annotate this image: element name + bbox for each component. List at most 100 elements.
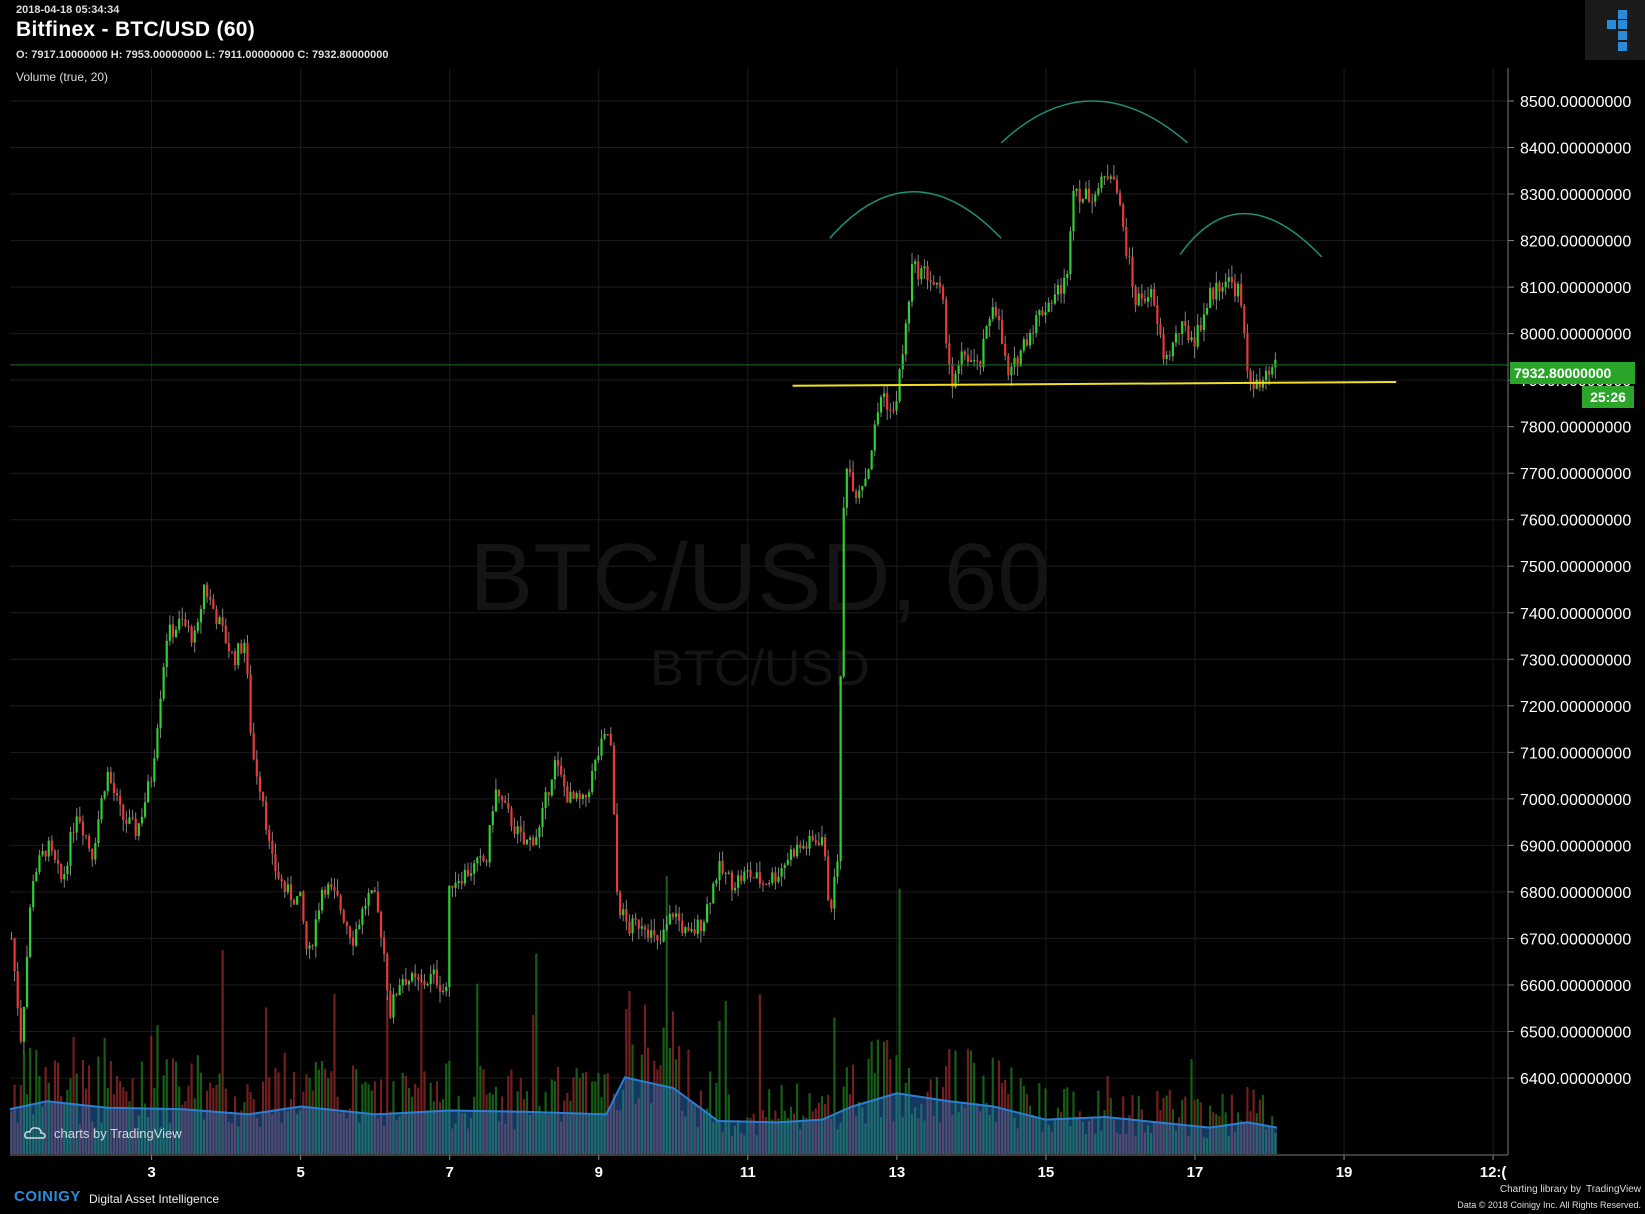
volume-bar xyxy=(22,1051,25,1154)
volume-bar xyxy=(1106,1076,1109,1154)
candle-body xyxy=(882,393,886,397)
candle-body xyxy=(668,913,671,925)
candle-body xyxy=(541,808,544,828)
volume-bar xyxy=(951,1114,954,1154)
candle-body xyxy=(29,907,32,957)
volume-bar xyxy=(715,1083,718,1154)
volume-bar xyxy=(271,1114,274,1154)
candle-body xyxy=(954,373,957,388)
volume-bar xyxy=(721,1132,724,1154)
candle-body xyxy=(327,884,330,895)
candle-body xyxy=(988,319,991,327)
volume-bar xyxy=(932,1115,935,1154)
volume-bar xyxy=(252,1099,255,1154)
volume-bar xyxy=(420,974,423,1154)
volume-indicator-label[interactable]: Volume (true, 20) xyxy=(16,70,109,84)
watermark-main: BTC/USD, 60 xyxy=(469,524,1050,631)
candle-body xyxy=(752,877,755,879)
candle-body xyxy=(395,994,398,996)
candle-body xyxy=(181,618,184,620)
volume-bar xyxy=(690,1103,693,1154)
volume-bar xyxy=(1094,1133,1097,1154)
volume-bar xyxy=(1243,1121,1246,1154)
volume-bar xyxy=(914,1107,917,1154)
candle-body xyxy=(886,393,889,410)
volume-bar xyxy=(386,995,389,1154)
volume-bar xyxy=(702,1109,706,1154)
tradingview-badge[interactable]: charts by TradingView xyxy=(24,1126,182,1141)
volume-bar xyxy=(1118,1134,1122,1154)
volume-bar xyxy=(1268,1126,1271,1154)
candle-body xyxy=(404,979,407,985)
candle-body xyxy=(771,872,774,884)
volume-bar xyxy=(1190,1059,1193,1154)
volume-bar xyxy=(830,1118,833,1154)
candle-body xyxy=(805,846,808,849)
volume-bar xyxy=(333,993,336,1154)
candle-body xyxy=(628,921,631,934)
candle-body xyxy=(733,887,737,891)
volume-bar xyxy=(1240,1120,1243,1154)
volume-bar xyxy=(196,1055,199,1154)
candle-body xyxy=(246,642,249,675)
candle-body xyxy=(926,266,929,281)
volume-bar xyxy=(311,1090,314,1154)
candle-body xyxy=(764,883,768,885)
volume-bar xyxy=(233,1096,237,1154)
volume-bar xyxy=(457,1095,460,1154)
volume-bar xyxy=(202,1119,206,1154)
volume-bar xyxy=(749,1118,752,1154)
coinigy-logo-icon[interactable] xyxy=(1585,0,1645,60)
volume-bar xyxy=(1028,1105,1032,1154)
candle-body xyxy=(702,922,706,932)
volume-bar xyxy=(771,1119,774,1154)
candle-body xyxy=(196,622,199,631)
candle-body xyxy=(976,360,979,362)
volume-bar xyxy=(845,1067,848,1154)
chart-title: Bitfinex - BTC/USD (60) xyxy=(16,18,256,41)
candle-body xyxy=(1016,357,1019,367)
candle-body xyxy=(423,980,426,985)
candle-body xyxy=(1059,285,1063,294)
volume-bar xyxy=(44,1066,47,1154)
candle-body xyxy=(466,869,470,876)
coinigy-brand[interactable]: COINIGY xyxy=(14,1188,81,1205)
candle-body xyxy=(684,927,687,934)
volume-bar xyxy=(466,1128,470,1154)
volume-bar xyxy=(1236,1112,1240,1154)
candle-body xyxy=(1019,350,1022,367)
tradingview-credit[interactable]: TradingView xyxy=(1586,1184,1641,1195)
candle-body xyxy=(659,940,662,942)
volume-bar xyxy=(836,1129,839,1154)
y-tick-label: 8300.00000000 xyxy=(1520,187,1631,204)
volume-bar xyxy=(575,1068,578,1154)
candle-body xyxy=(1196,324,1199,347)
candle-body xyxy=(308,945,311,949)
volume-bar xyxy=(612,1093,616,1154)
candle-body xyxy=(497,789,501,797)
candle-body xyxy=(109,771,112,783)
candle-body xyxy=(656,934,659,941)
volume-bar xyxy=(969,1050,973,1154)
volume-bar xyxy=(1227,1135,1230,1154)
candle-body xyxy=(383,937,386,954)
candle-body xyxy=(435,969,439,986)
candle-body xyxy=(1106,176,1109,179)
volume-bar xyxy=(112,1094,116,1154)
y-tick-label: 8100.00000000 xyxy=(1520,280,1631,297)
candle-body xyxy=(705,904,709,923)
volume-bar xyxy=(469,1117,473,1154)
candle-body xyxy=(948,343,951,365)
candle-body xyxy=(1171,342,1174,357)
volume-bar xyxy=(935,1077,938,1154)
candle-body xyxy=(1075,188,1078,191)
volume-bar xyxy=(634,1104,637,1154)
candle-body xyxy=(1025,339,1029,346)
volume-bar xyxy=(541,1114,544,1154)
candle-body xyxy=(920,268,923,280)
candle-body xyxy=(63,874,66,880)
candle-body xyxy=(544,792,547,809)
candle-body xyxy=(876,412,879,425)
volume-bar xyxy=(1212,1112,1215,1154)
